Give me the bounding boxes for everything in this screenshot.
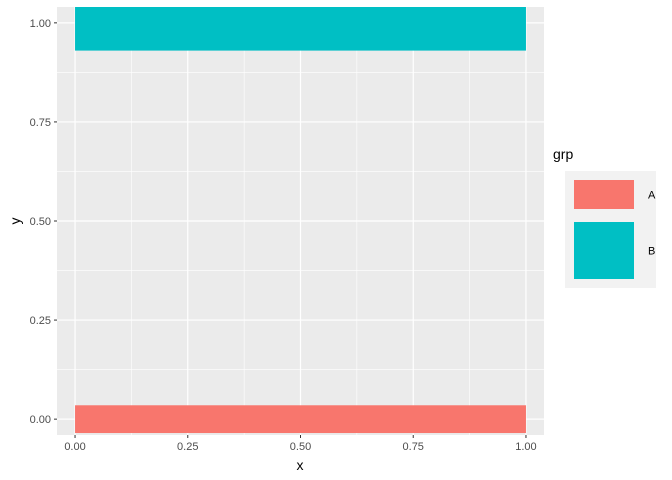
legend-key-A bbox=[574, 180, 634, 209]
y-tick-label: 0.75 bbox=[30, 117, 51, 129]
legend-title: grp bbox=[553, 146, 573, 162]
x-tick-label: 0.00 bbox=[64, 441, 85, 453]
legend: grp AB bbox=[553, 146, 656, 288]
bars bbox=[75, 7, 526, 434]
bar-B bbox=[75, 7, 526, 51]
y-axis: 0.00 0.25 0.50 0.75 1.00 bbox=[30, 18, 57, 426]
x-tick-label: 0.25 bbox=[177, 441, 198, 453]
y-axis-title: y bbox=[7, 218, 23, 225]
x-tick-label: 0.75 bbox=[403, 441, 424, 453]
y-tick-label: 0.25 bbox=[30, 315, 51, 327]
y-tick-label: 0.50 bbox=[30, 216, 51, 228]
legend-label-A: A bbox=[648, 190, 656, 202]
x-tick-label: 0.50 bbox=[290, 441, 311, 453]
y-tick-label: 1.00 bbox=[30, 18, 51, 30]
y-tick-label: 0.00 bbox=[30, 414, 51, 426]
x-axis: 0.00 0.25 0.50 0.75 1.00 bbox=[64, 435, 537, 453]
legend-label-B: B bbox=[648, 246, 655, 258]
x-axis-title: x bbox=[297, 457, 304, 473]
bar-A bbox=[75, 405, 526, 434]
legend-items: AB bbox=[574, 180, 656, 279]
legend-key-B bbox=[574, 222, 634, 279]
x-tick-label: 1.00 bbox=[515, 441, 536, 453]
